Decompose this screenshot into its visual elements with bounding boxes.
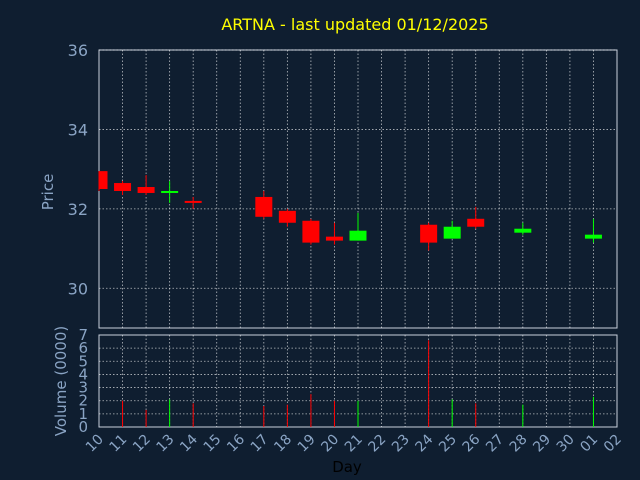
candle-body (137, 187, 155, 193)
volume-panel: 10 11 12 13 14 15 16 17 18 19 20 21 22 23 24 25 26 27 28 29… (78, 326, 624, 455)
price-axis-label: Price (39, 174, 57, 211)
x-tick-label: 21 (342, 432, 366, 456)
x-tick-label: 16 (224, 431, 248, 455)
price-plot-frame (98, 49, 618, 329)
x-tick-label: 15 (201, 432, 225, 456)
candle-body (584, 234, 602, 239)
price-tick-label: 30 (68, 279, 88, 298)
x-tick-label: 20 (318, 432, 342, 456)
price-tick-label: 34 (68, 120, 88, 139)
x-axis-label: Day (332, 458, 362, 476)
x-tick-label: 24 (413, 431, 437, 455)
volume-tick-label: 5 (78, 352, 88, 370)
volume-tick-label: 4 (78, 365, 88, 383)
candle-body (278, 210, 296, 223)
x-tick-label: 29 (530, 432, 554, 456)
x-tick-label: 19 (295, 432, 319, 456)
x-tick-label: 22 (365, 432, 389, 456)
volume-tick-label: 2 (78, 392, 88, 410)
x-tick-label: 01 (577, 432, 601, 456)
candle-body (467, 218, 485, 227)
candle-body (255, 196, 273, 217)
x-tick-label: 23 (389, 432, 413, 456)
x-tick-label: 12 (130, 432, 154, 456)
price-tick-label: 32 (68, 200, 88, 219)
x-tick-label: 02 (601, 432, 625, 456)
volume-tick-label: 0 (78, 418, 88, 436)
price-tick-label: 36 (68, 41, 88, 60)
x-tick-label: 18 (271, 432, 295, 456)
candle-body (302, 220, 320, 243)
candle-body (161, 190, 179, 193)
volume-tick-label: 7 (78, 326, 88, 344)
candle-body (349, 230, 367, 241)
candle-body (114, 183, 132, 191)
x-tick-label: 11 (106, 432, 130, 456)
candle-body (184, 200, 202, 203)
candle-body (514, 228, 532, 233)
candle-body (325, 236, 343, 241)
x-tick-label: 26 (460, 431, 484, 455)
volume-tick-label: 6 (78, 339, 88, 357)
x-tick-label: 30 (554, 432, 578, 456)
candle-body (443, 226, 461, 239)
price-panel: 30 32 34 36 (68, 41, 618, 329)
x-tick-label: 14 (177, 431, 201, 455)
x-tick-label: 28 (507, 432, 531, 456)
chart-title: ARTNA - last updated 01/12/2025 (221, 15, 488, 34)
volume-axis-label: Volume (0000) (52, 326, 70, 436)
candle-body (99, 171, 108, 189)
x-tick-label: 25 (436, 432, 460, 456)
volume-tick-label: 3 (78, 379, 88, 397)
candle-body (420, 224, 438, 243)
x-tick-label: 13 (154, 432, 178, 456)
x-tick-label: 27 (483, 432, 507, 456)
volume-tick-label: 1 (78, 405, 88, 423)
x-tick-label: 17 (248, 432, 272, 456)
